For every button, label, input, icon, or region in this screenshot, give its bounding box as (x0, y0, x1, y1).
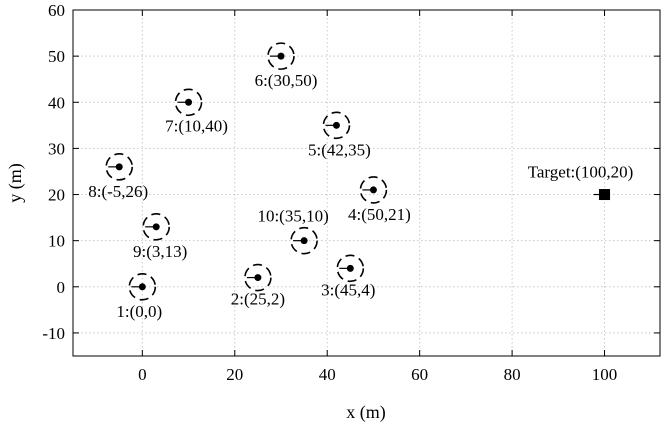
agent-ring (290, 226, 318, 255)
agent-point (346, 264, 354, 272)
x-tick-label: 80 (504, 365, 521, 384)
agent-label: 1:(0,0) (116, 302, 162, 321)
x-tick-label: 40 (319, 365, 336, 384)
agent-point (152, 223, 160, 231)
axis-ticks: 0 20 40 60 80 100 -10 0 10 20 30 40 50 60 (42, 1, 660, 384)
agent-label: 5:(42,35) (308, 140, 371, 159)
plot-area-frame (72, 9, 661, 357)
agent-point (300, 237, 308, 245)
agent-point (138, 283, 146, 291)
y-tick-label: -10 (42, 324, 65, 343)
agent-point (277, 52, 285, 60)
agent-ring (336, 254, 365, 283)
agent-ring (105, 153, 134, 181)
y-tick-label: 50 (48, 47, 65, 66)
agent-ring (142, 213, 170, 241)
agent-ring (267, 42, 295, 70)
x-axis-label: x (m) (346, 402, 386, 423)
y-tick-label: 30 (48, 139, 65, 158)
grid-lines (73, 10, 660, 356)
y-tick-label: 20 (48, 186, 65, 205)
y-tick-label: 0 (57, 278, 66, 297)
agent-ring (322, 111, 351, 140)
y-tick-label: 40 (48, 93, 65, 112)
agent-point (254, 274, 262, 282)
agent-label: 6:(30,50) (255, 71, 318, 90)
agent-point (185, 98, 193, 106)
agent-label: 3:(45,4) (321, 280, 375, 299)
agent-ring (359, 176, 388, 204)
target-marker (599, 189, 611, 201)
agent-label: 4:(50,21) (348, 205, 411, 224)
agent-point (369, 186, 377, 194)
agent-ring (174, 88, 203, 117)
agent-label: 2:(25,2) (231, 290, 285, 309)
x-tick-label: 0 (138, 365, 147, 384)
agent-label: 9:(3,13) (133, 242, 187, 261)
x-tick-label: 20 (226, 365, 243, 384)
agent-label: 10:(35,10) (257, 207, 328, 226)
data-labels: 1:(0,0) 2:(25,2) 3:(45,4) 4:(50,21) 5:(42,35… (88, 71, 633, 321)
data-markers (105, 42, 611, 301)
x-tick-label: 60 (411, 365, 428, 384)
y-tick-label: 10 (48, 232, 65, 251)
agent-point (115, 163, 123, 171)
agent-label: 8:(-5,26) (88, 182, 148, 201)
agent-label: 7:(10,40) (165, 116, 228, 135)
y-axis-label: y (m) (5, 163, 26, 203)
y-tick-label: 60 (48, 1, 65, 20)
agent-ring (128, 272, 157, 301)
agent-point (332, 121, 340, 129)
target-label: Target:(100,20) (528, 163, 634, 182)
x-tick-label: 100 (592, 365, 618, 384)
agent-ring (244, 263, 272, 292)
